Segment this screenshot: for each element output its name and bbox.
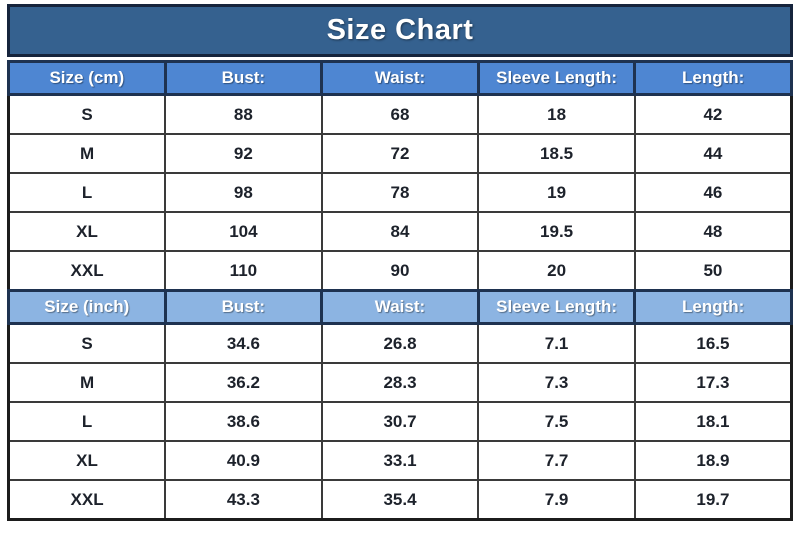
measurement-cell: 28.3 — [320, 362, 480, 403]
measurement-cell: 43.3 — [164, 479, 323, 521]
measurement-cell: 7.7 — [477, 440, 636, 481]
column-header: Bust: — [163, 60, 324, 96]
measurement-cell: 16.5 — [633, 322, 793, 364]
measurement-cell: 18.1 — [633, 401, 793, 442]
measurement-cell: 92 — [164, 133, 323, 174]
size-label-cell: L — [7, 172, 167, 213]
measurement-cell: 44 — [633, 133, 793, 174]
table-row: XL 40.9 33.1 7.7 18.9 — [7, 440, 793, 481]
size-label-cell: S — [7, 93, 167, 135]
column-header: Sleeve Length: — [476, 289, 637, 325]
measurement-cell: 20 — [477, 250, 636, 292]
measurement-cell: 50 — [633, 250, 793, 292]
table-row: L 38.6 30.7 7.5 18.1 — [7, 401, 793, 442]
measurement-cell: 18.5 — [477, 133, 636, 174]
column-header: Bust: — [163, 289, 324, 325]
size-label-cell: XXL — [7, 479, 167, 521]
measurement-cell: 30.7 — [320, 401, 480, 442]
table-row: XXL 43.3 35.4 7.9 19.7 — [7, 479, 793, 521]
table-row: S 34.6 26.8 7.1 16.5 — [7, 322, 793, 364]
measurement-cell: 88 — [164, 93, 323, 135]
measurement-cell: 7.9 — [477, 479, 636, 521]
size-label-cell: M — [7, 133, 167, 174]
measurement-cell: 46 — [633, 172, 793, 213]
size-label-cell: XL — [7, 440, 167, 481]
measurement-cell: 19.5 — [477, 211, 636, 252]
size-chart-table: Size (cm) Bust: Waist: Sleeve Length: Length… — [7, 60, 793, 521]
table-row: L 98 78 19 46 — [7, 172, 793, 213]
size-label-cell: M — [7, 362, 167, 403]
column-header: Size (inch) — [7, 289, 167, 325]
measurement-cell: 110 — [164, 250, 323, 292]
measurement-cell: 7.1 — [477, 322, 636, 364]
measurement-cell: 68 — [320, 93, 480, 135]
table-row: XXL 110 90 20 50 — [7, 250, 793, 292]
table-row: XL 104 84 19.5 48 — [7, 211, 793, 252]
table-row: M 36.2 28.3 7.3 17.3 — [7, 362, 793, 403]
measurement-cell: 42 — [633, 93, 793, 135]
column-header: Length: — [633, 289, 793, 325]
header-row-inch: Size (inch) Bust: Waist: Sleeve Length: Leng… — [7, 289, 793, 325]
measurement-cell: 34.6 — [164, 322, 323, 364]
table-row: M 92 72 18.5 44 — [7, 133, 793, 174]
header-row-cm: Size (cm) Bust: Waist: Sleeve Length: Length… — [7, 60, 793, 96]
measurement-cell: 18.9 — [633, 440, 793, 481]
measurement-cell: 90 — [320, 250, 480, 292]
size-label-cell: L — [7, 401, 167, 442]
measurement-cell: 7.5 — [477, 401, 636, 442]
measurement-cell: 19 — [477, 172, 636, 213]
column-header: Waist: — [320, 289, 480, 325]
measurement-cell: 48 — [633, 211, 793, 252]
column-header: Length: — [633, 60, 793, 96]
measurement-cell: 84 — [320, 211, 480, 252]
measurement-cell: 26.8 — [320, 322, 480, 364]
measurement-cell: 78 — [320, 172, 480, 213]
measurement-cell: 38.6 — [164, 401, 323, 442]
column-header: Sleeve Length: — [476, 60, 637, 96]
size-label-cell: S — [7, 322, 167, 364]
measurement-cell: 35.4 — [320, 479, 480, 521]
measurement-cell: 104 — [164, 211, 323, 252]
size-label-cell: XL — [7, 211, 167, 252]
measurement-cell: 40.9 — [164, 440, 323, 481]
measurement-cell: 19.7 — [633, 479, 793, 521]
measurement-cell: 7.3 — [477, 362, 636, 403]
measurement-cell: 36.2 — [164, 362, 323, 403]
measurement-cell: 17.3 — [633, 362, 793, 403]
measurement-cell: 18 — [477, 93, 636, 135]
column-header: Waist: — [320, 60, 480, 96]
size-label-cell: XXL — [7, 250, 167, 292]
measurement-cell: 72 — [320, 133, 480, 174]
measurement-cell: 33.1 — [320, 440, 480, 481]
table-row: S 88 68 18 42 — [7, 93, 793, 135]
page-title: Size Chart — [7, 4, 793, 57]
measurement-cell: 98 — [164, 172, 323, 213]
column-header: Size (cm) — [7, 60, 167, 96]
